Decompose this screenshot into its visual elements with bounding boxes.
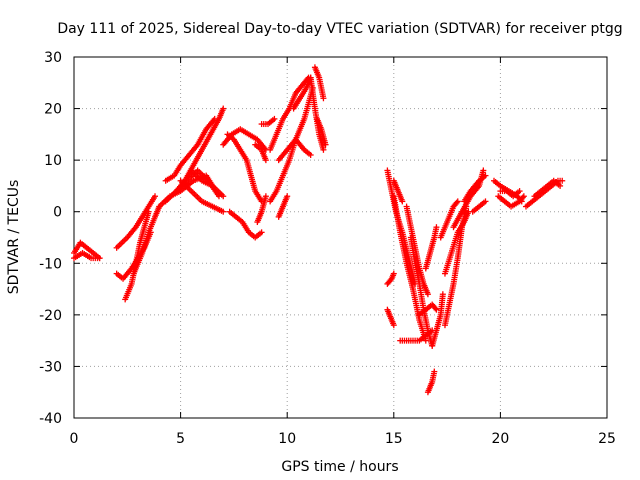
data-point (433, 306, 440, 313)
y-tick-label: -20 (39, 308, 62, 324)
data-point (220, 208, 227, 215)
data-point (258, 229, 265, 236)
grid-lines (74, 57, 607, 418)
data-point (322, 141, 329, 148)
x-tick-label: 0 (70, 431, 79, 447)
data-point (557, 182, 564, 189)
data-point (387, 277, 394, 284)
data-point (516, 188, 523, 195)
data-point (320, 95, 327, 102)
data-point (480, 167, 487, 174)
data-point (96, 255, 103, 262)
y-tick-label: -30 (39, 359, 62, 375)
chart-title: Day 111 of 2025, Sidereal Day-to-day VTE… (57, 21, 622, 37)
x-tick-label: 25 (598, 431, 616, 447)
data-point (307, 151, 314, 158)
x-axis-label: GPS time / hours (281, 459, 398, 475)
data-points (71, 64, 566, 396)
y-tick-label: 30 (44, 50, 62, 66)
data-point (320, 146, 327, 153)
data-point (439, 291, 446, 298)
y-tick-label: -10 (39, 256, 62, 272)
data-point (152, 193, 159, 200)
x-tick-label: 5 (176, 431, 185, 447)
data-point (262, 157, 269, 164)
y-tick-label: -40 (39, 411, 62, 427)
data-point (482, 172, 489, 179)
x-tick-label: 20 (491, 431, 509, 447)
data-point (431, 368, 438, 375)
plot-frame (73, 56, 608, 419)
y-tick-label: 0 (53, 205, 62, 221)
data-point (454, 198, 461, 205)
data-point (520, 193, 527, 200)
x-tick-label: 15 (385, 431, 403, 447)
data-point (519, 194, 526, 201)
data-point (284, 193, 291, 200)
data-point (390, 270, 397, 277)
data-point (145, 208, 152, 215)
data-point (399, 198, 406, 205)
y-tick-label: 20 (44, 102, 62, 118)
data-point (453, 199, 460, 206)
data-point (424, 291, 431, 298)
data-point (254, 219, 261, 226)
data-point (482, 198, 489, 205)
y-tick-label: 10 (44, 153, 62, 169)
data-point (220, 193, 227, 200)
data-point (271, 115, 278, 122)
data-point (433, 224, 440, 231)
x-tick-label: 10 (278, 431, 296, 447)
data-point (220, 105, 227, 112)
data-point (559, 177, 566, 184)
data-point (390, 322, 397, 329)
axis-ticks: 0 5 10 15 20 25 -40 -30 -20 -10 0 10 20 30 (39, 50, 616, 447)
y-axis-label: SDTVAR / TECUs (6, 180, 22, 295)
data-point (432, 305, 439, 312)
